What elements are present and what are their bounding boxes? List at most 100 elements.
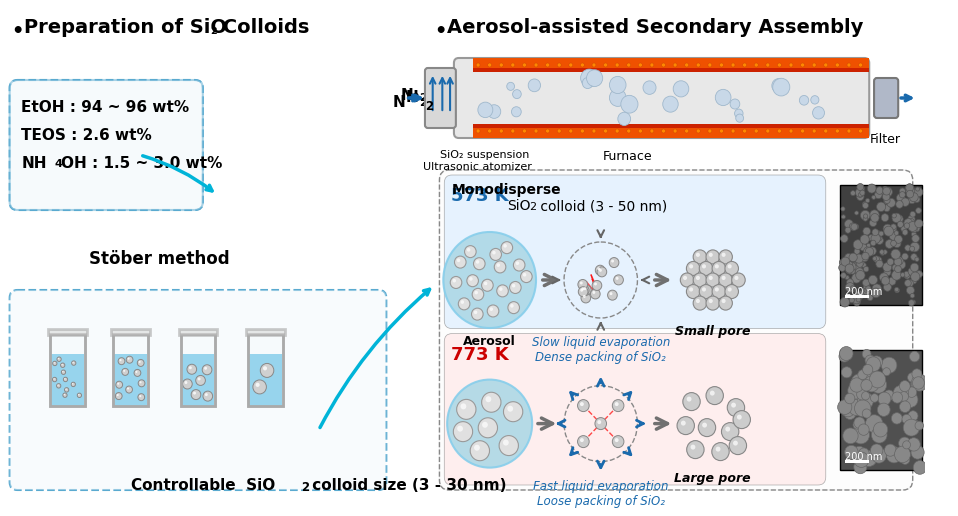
Circle shape xyxy=(511,63,514,67)
Circle shape xyxy=(474,291,478,294)
Circle shape xyxy=(53,361,57,366)
Circle shape xyxy=(592,63,596,67)
Circle shape xyxy=(847,262,856,272)
Circle shape xyxy=(732,273,745,287)
Circle shape xyxy=(863,214,868,218)
Circle shape xyxy=(735,276,739,280)
Bar xyxy=(181,334,216,406)
Circle shape xyxy=(60,363,65,367)
Circle shape xyxy=(718,250,732,264)
Circle shape xyxy=(880,189,885,195)
Circle shape xyxy=(765,129,770,133)
Circle shape xyxy=(855,270,865,280)
Circle shape xyxy=(846,265,855,274)
Circle shape xyxy=(582,77,593,89)
Circle shape xyxy=(871,444,883,457)
Circle shape xyxy=(581,289,583,292)
Circle shape xyxy=(469,277,472,281)
Text: Large pore: Large pore xyxy=(674,472,751,485)
Circle shape xyxy=(861,392,870,400)
Circle shape xyxy=(699,262,713,276)
Circle shape xyxy=(801,63,805,67)
Circle shape xyxy=(894,257,901,266)
Circle shape xyxy=(662,63,666,67)
Circle shape xyxy=(467,275,478,287)
Circle shape xyxy=(835,63,839,67)
Circle shape xyxy=(736,114,743,122)
Circle shape xyxy=(906,190,914,198)
Circle shape xyxy=(476,129,480,133)
Circle shape xyxy=(138,380,145,387)
Circle shape xyxy=(862,279,870,286)
Circle shape xyxy=(838,264,846,271)
Circle shape xyxy=(115,393,122,399)
FancyBboxPatch shape xyxy=(10,80,203,210)
Circle shape xyxy=(604,63,607,67)
Circle shape xyxy=(812,107,825,119)
Circle shape xyxy=(515,262,519,265)
Circle shape xyxy=(863,247,872,255)
Circle shape xyxy=(685,129,689,133)
Circle shape xyxy=(696,276,700,280)
Circle shape xyxy=(725,262,739,276)
Circle shape xyxy=(885,239,894,248)
Circle shape xyxy=(643,81,656,94)
Circle shape xyxy=(569,63,573,67)
Circle shape xyxy=(844,408,855,420)
Circle shape xyxy=(860,253,869,262)
Circle shape xyxy=(901,253,908,260)
Circle shape xyxy=(902,414,911,424)
Text: SiO₂ suspension: SiO₂ suspension xyxy=(441,150,530,160)
Circle shape xyxy=(135,371,137,373)
Circle shape xyxy=(850,269,855,274)
Circle shape xyxy=(140,381,142,383)
Circle shape xyxy=(484,282,488,285)
Circle shape xyxy=(900,392,908,401)
Circle shape xyxy=(871,240,876,246)
Circle shape xyxy=(57,357,61,361)
Circle shape xyxy=(888,277,896,285)
Circle shape xyxy=(854,460,867,474)
Circle shape xyxy=(754,129,758,133)
Text: colloid size (3 - 30 nm): colloid size (3 - 30 nm) xyxy=(308,478,507,493)
Circle shape xyxy=(685,63,689,67)
Circle shape xyxy=(859,244,867,251)
Circle shape xyxy=(122,368,128,375)
Circle shape xyxy=(490,248,501,261)
Circle shape xyxy=(78,393,81,397)
Circle shape xyxy=(712,262,725,276)
Circle shape xyxy=(578,280,587,289)
Circle shape xyxy=(590,289,600,299)
Circle shape xyxy=(886,446,901,463)
Circle shape xyxy=(889,232,897,240)
Text: 4: 4 xyxy=(54,159,62,169)
Circle shape xyxy=(843,428,858,444)
Circle shape xyxy=(203,391,213,401)
Circle shape xyxy=(876,236,883,245)
Circle shape xyxy=(901,198,909,206)
Circle shape xyxy=(845,253,853,261)
Circle shape xyxy=(708,63,712,67)
Circle shape xyxy=(872,427,887,443)
Circle shape xyxy=(850,394,865,410)
Circle shape xyxy=(883,187,892,197)
Circle shape xyxy=(195,376,205,385)
Circle shape xyxy=(609,89,627,106)
Circle shape xyxy=(522,63,526,67)
Circle shape xyxy=(702,287,706,292)
Circle shape xyxy=(687,397,692,401)
Text: 200 nm: 200 nm xyxy=(845,452,882,462)
Circle shape xyxy=(908,221,918,231)
Circle shape xyxy=(870,371,886,388)
Circle shape xyxy=(474,445,480,450)
Circle shape xyxy=(903,271,909,277)
Circle shape xyxy=(612,399,624,412)
Circle shape xyxy=(582,287,584,291)
Circle shape xyxy=(839,259,846,266)
Circle shape xyxy=(580,438,583,442)
Bar xyxy=(249,354,282,406)
Circle shape xyxy=(594,282,597,285)
Circle shape xyxy=(124,370,125,372)
Circle shape xyxy=(454,256,467,268)
Circle shape xyxy=(569,129,573,133)
